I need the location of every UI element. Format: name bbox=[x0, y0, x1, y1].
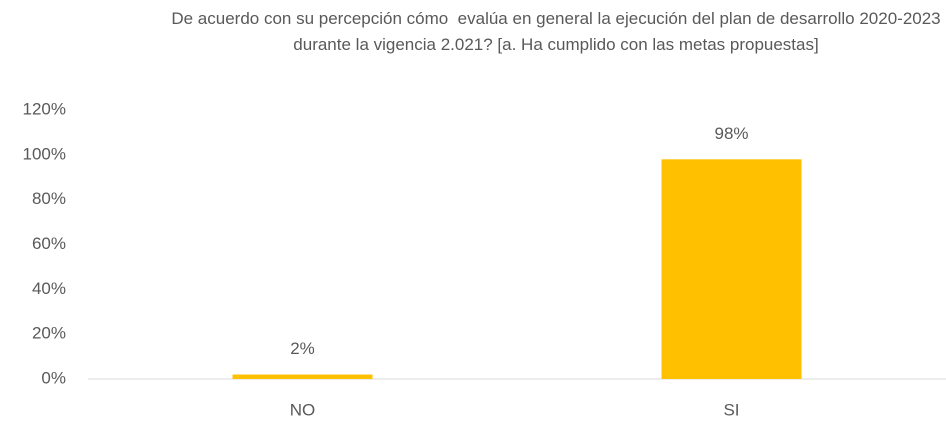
x-tick-label: SI bbox=[723, 400, 739, 419]
bar bbox=[232, 374, 373, 379]
data-label: 2% bbox=[290, 339, 315, 358]
y-tick-label: 0% bbox=[41, 368, 66, 387]
y-tick-label: 80% bbox=[32, 189, 66, 208]
y-tick-label: 20% bbox=[32, 324, 66, 343]
y-tick-label: 40% bbox=[32, 279, 66, 298]
chart-title: De acuerdo con su percepción cómo evalúa… bbox=[171, 9, 946, 54]
bar bbox=[661, 159, 802, 379]
x-tick-label: NO bbox=[290, 400, 316, 419]
y-tick-label: 60% bbox=[32, 234, 66, 253]
y-tick-label: 100% bbox=[23, 144, 66, 163]
data-label: 98% bbox=[714, 124, 748, 143]
y-tick-label: 120% bbox=[23, 99, 66, 118]
